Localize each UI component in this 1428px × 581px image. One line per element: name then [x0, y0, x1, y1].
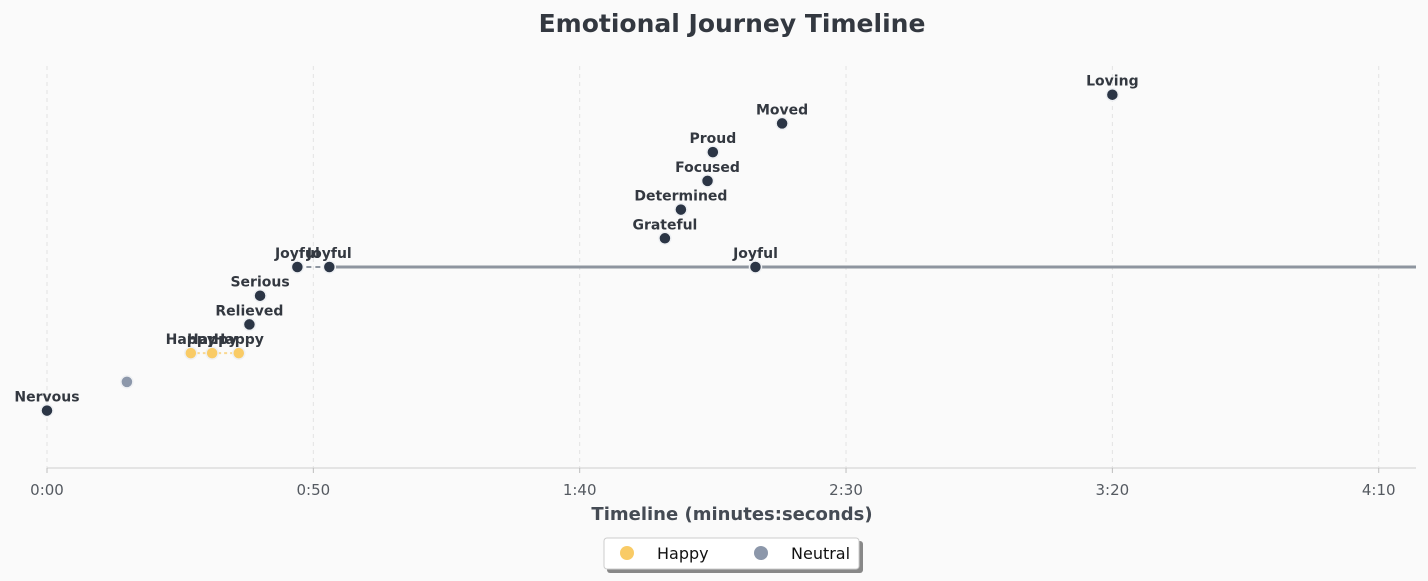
legend: Happy Neutral: [603, 537, 863, 573]
x-tick-label: 0:50: [296, 481, 330, 499]
legend-happy-marker: [620, 546, 634, 560]
point-label: Happy: [214, 332, 264, 348]
data-point: [706, 145, 720, 159]
point-label: Happy: [166, 332, 216, 348]
data-point: [184, 346, 198, 360]
x-tick-label: 2:30: [829, 481, 863, 499]
data-point: [120, 375, 134, 389]
data-point: [205, 346, 219, 360]
point-label: Proud: [689, 131, 736, 147]
data-point: [242, 317, 257, 332]
data-point: [748, 260, 763, 274]
legend-box: [603, 537, 860, 570]
point-label: Joyful: [274, 246, 320, 262]
data-point: [322, 260, 337, 274]
x-tick-label: 1:40: [563, 481, 597, 499]
x-axis-label: Timeline (minutes:seconds): [591, 504, 872, 525]
data-point: [674, 202, 688, 217]
x-tick-label: 4:10: [1362, 481, 1396, 499]
point-label: Grateful: [632, 217, 697, 233]
data-points: [40, 87, 1120, 418]
data-point: [290, 260, 305, 274]
point-label: Loving: [1086, 74, 1138, 90]
legend-happy-label: Happy: [657, 544, 709, 563]
point-label: Joyful: [732, 246, 778, 262]
data-point: [700, 174, 715, 188]
data-point: [1105, 87, 1120, 102]
point-label: Serious: [230, 275, 289, 291]
point-label: Focused: [675, 160, 740, 176]
data-point: [232, 346, 246, 360]
legend-neutral-label: Neutral: [791, 544, 850, 563]
point-label: Relieved: [215, 303, 283, 319]
x-tick-label: 0:00: [30, 481, 64, 499]
x-tick-label: 3:20: [1096, 481, 1130, 499]
data-point: [40, 403, 54, 418]
x-ticks: 0:00 0:50 1:40 2:30 3:20 4:10: [30, 468, 1396, 499]
point-label: Nervous: [14, 390, 79, 406]
point-label: Moved: [756, 102, 808, 118]
chart-title: Emotional Journey Timeline: [539, 9, 926, 38]
point-label: Joyful: [306, 246, 352, 262]
point-label: Determined: [634, 189, 727, 205]
data-point: [253, 288, 267, 303]
legend-neutral-marker: [754, 546, 768, 560]
data-point: [775, 116, 789, 131]
data-point: [658, 231, 672, 246]
point-label: Happy: [187, 332, 237, 348]
